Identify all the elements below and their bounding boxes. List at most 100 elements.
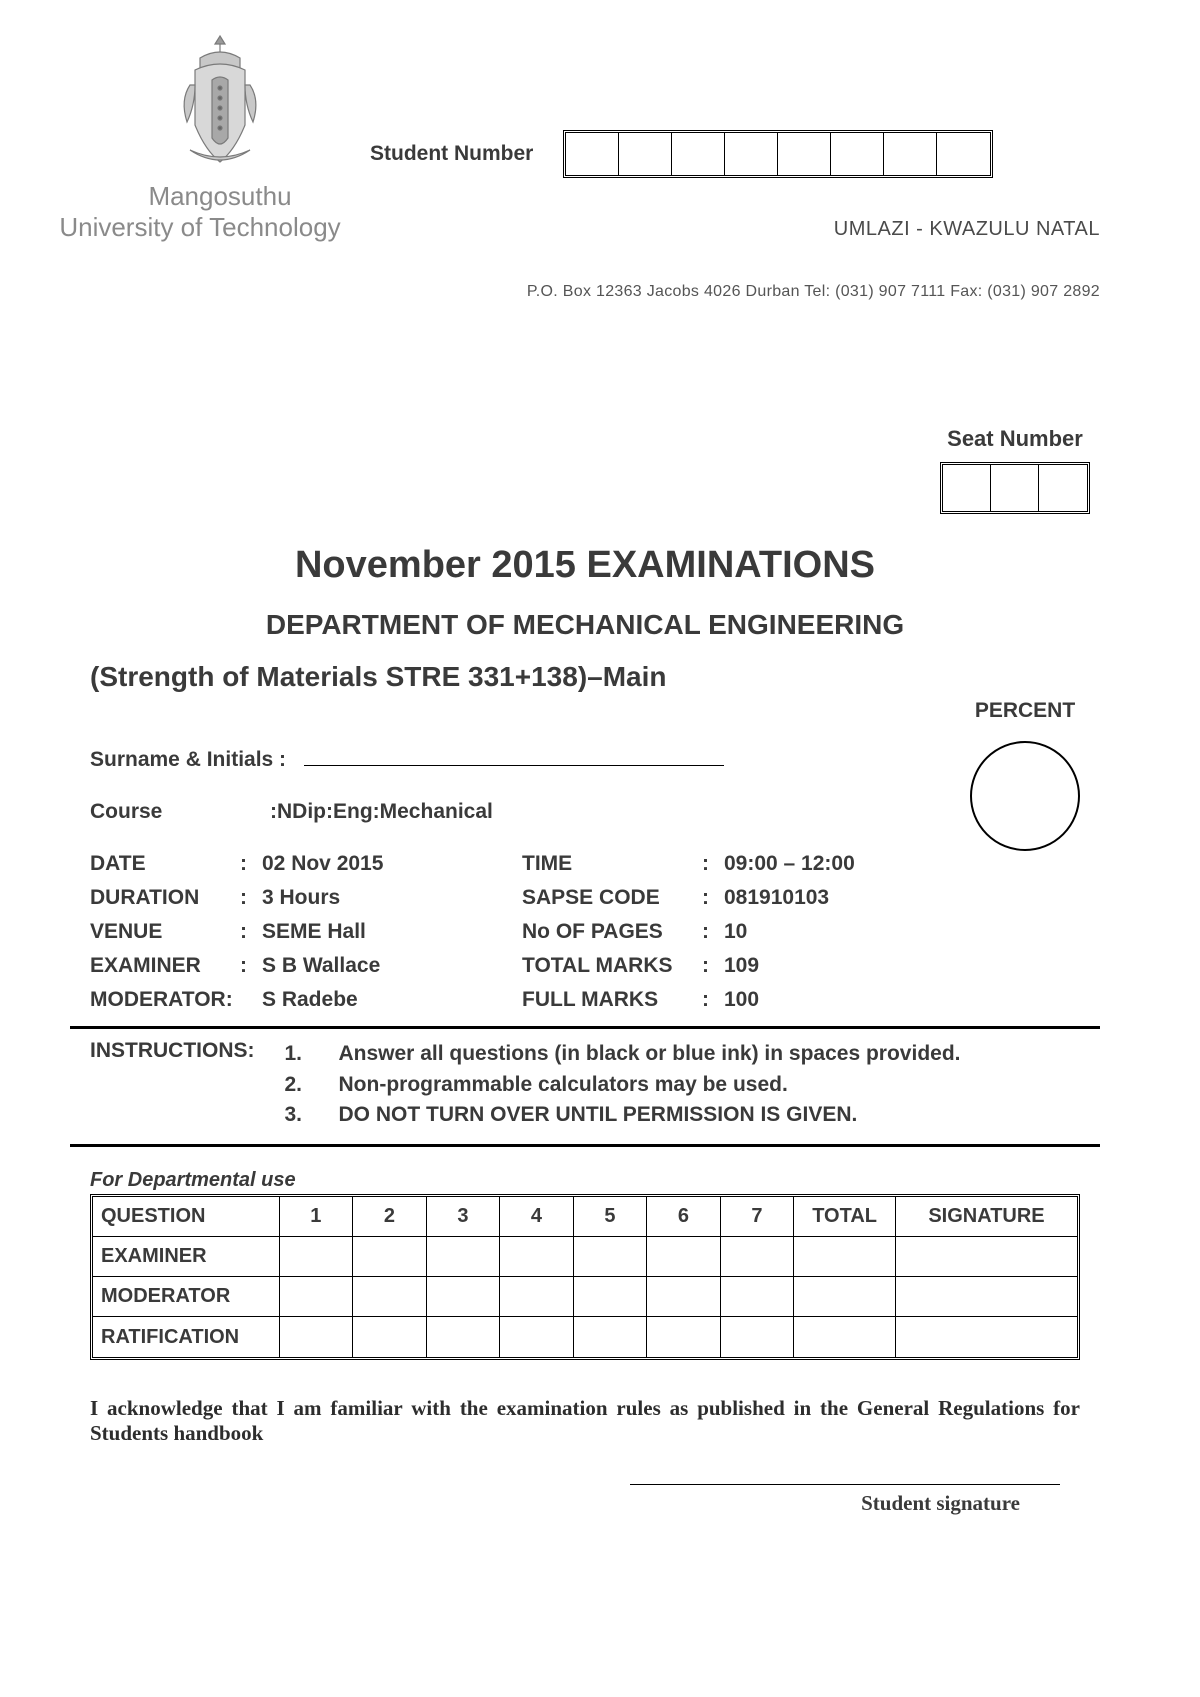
table-cell[interactable] bbox=[896, 1317, 1077, 1357]
detail-value: 02 Nov 2015 bbox=[262, 852, 522, 876]
title-block: November 2015 EXAMINATIONS DEPARTMENT OF… bbox=[70, 544, 1100, 641]
instruction-text: DO NOT TURN OVER UNTIL PERMISSION IS GIV… bbox=[339, 1100, 858, 1130]
table-cell[interactable] bbox=[721, 1277, 795, 1317]
detail-value: 109 bbox=[724, 954, 1100, 978]
student-number-cell[interactable] bbox=[884, 133, 937, 175]
table-cell[interactable] bbox=[794, 1317, 896, 1357]
course-label: Course bbox=[90, 800, 252, 824]
table-cell[interactable] bbox=[647, 1277, 721, 1317]
table-cell[interactable] bbox=[896, 1237, 1077, 1277]
detail-value: 10 bbox=[724, 920, 1100, 944]
table-cell[interactable] bbox=[500, 1277, 574, 1317]
marks-table: QUESTION1234567TOTALSIGNATUREEXAMINERMOD… bbox=[90, 1194, 1080, 1360]
surname-label: Surname & Initials : bbox=[90, 748, 286, 772]
detail-colon: : bbox=[702, 920, 724, 944]
student-number-label: Student Number bbox=[370, 142, 533, 166]
instruction-number: 1. bbox=[285, 1039, 309, 1069]
detail-label: EXAMINER bbox=[90, 954, 240, 978]
table-cell[interactable] bbox=[427, 1277, 501, 1317]
percent-block: PERCENT bbox=[970, 699, 1080, 851]
detail-value: S B Wallace bbox=[262, 954, 522, 978]
acknowledgement-text: I acknowledge that I am familiar with th… bbox=[90, 1396, 1080, 1446]
university-name-line1: Mangosuthu bbox=[70, 181, 370, 212]
table-cell[interactable] bbox=[574, 1237, 648, 1277]
student-number-row: Student Number bbox=[370, 130, 1100, 178]
signature-line[interactable] bbox=[630, 1484, 1060, 1485]
contact-text: P.O. Box 12363 Jacobs 4026 Durban Tel: (… bbox=[370, 283, 1100, 301]
table-cell[interactable] bbox=[794, 1237, 896, 1277]
detail-value: 3 Hours bbox=[262, 886, 522, 910]
seat-number-cell[interactable] bbox=[991, 465, 1039, 511]
seat-number-cell[interactable] bbox=[943, 465, 991, 511]
table-cell[interactable] bbox=[500, 1317, 574, 1357]
table-cell[interactable] bbox=[280, 1277, 354, 1317]
table-cell[interactable] bbox=[647, 1237, 721, 1277]
table-cell[interactable] bbox=[721, 1237, 795, 1277]
table-cell[interactable] bbox=[280, 1317, 354, 1357]
student-number-cell[interactable] bbox=[619, 133, 672, 175]
university-name-line2: University of Technology bbox=[30, 212, 370, 243]
seat-number-cell[interactable] bbox=[1039, 465, 1087, 511]
detail-colon: : bbox=[702, 988, 724, 1012]
detail-colon: : bbox=[702, 954, 724, 978]
details-grid: DATE:02 Nov 2015TIME:09:00 – 12:00DURATI… bbox=[90, 852, 1100, 1012]
table-row: EXAMINER bbox=[93, 1237, 1077, 1277]
university-crest-icon bbox=[165, 30, 275, 170]
table-cell[interactable] bbox=[794, 1277, 896, 1317]
student-number-cell[interactable] bbox=[778, 133, 831, 175]
table-header-cell: 1 bbox=[280, 1197, 354, 1237]
student-number-cell[interactable] bbox=[672, 133, 725, 175]
seat-number-boxes[interactable] bbox=[940, 462, 1090, 514]
table-cell[interactable] bbox=[574, 1277, 648, 1317]
department-title: DEPARTMENT OF MECHANICAL ENGINEERING bbox=[70, 609, 1100, 641]
student-number-cell[interactable] bbox=[937, 133, 990, 175]
percent-circle[interactable] bbox=[970, 741, 1080, 851]
table-cell[interactable] bbox=[427, 1237, 501, 1277]
table-header-cell: SIGNATURE bbox=[896, 1197, 1077, 1237]
table-cell[interactable] bbox=[500, 1237, 574, 1277]
table-cell[interactable] bbox=[353, 1237, 427, 1277]
table-row: MODERATOR bbox=[93, 1277, 1077, 1317]
table-header-cell: 2 bbox=[353, 1197, 427, 1237]
table-cell[interactable] bbox=[896, 1277, 1077, 1317]
table-cell[interactable] bbox=[427, 1317, 501, 1357]
instruction-item: 2. Non-programmable calculators may be us… bbox=[285, 1070, 961, 1100]
table-header-cell: 5 bbox=[574, 1197, 648, 1237]
table-header-cell: 3 bbox=[427, 1197, 501, 1237]
table-cell[interactable] bbox=[574, 1317, 648, 1357]
detail-colon: : bbox=[240, 886, 262, 910]
instruction-item: 1. Answer all questions (in black or blue… bbox=[285, 1039, 961, 1069]
table-header-row: QUESTION1234567TOTALSIGNATURE bbox=[93, 1197, 1077, 1237]
signature-label: Student signature bbox=[630, 1491, 1060, 1516]
table-header-cell: 7 bbox=[721, 1197, 795, 1237]
detail-label: No OF PAGES bbox=[522, 920, 702, 944]
exam-cover-page: Mangosuthu University of Technology Stud… bbox=[0, 0, 1200, 1697]
student-number-boxes[interactable] bbox=[563, 130, 993, 178]
table-cell[interactable] bbox=[280, 1237, 354, 1277]
instruction-text: Answer all questions (in black or blue i… bbox=[339, 1039, 961, 1069]
surname-input-line[interactable] bbox=[304, 743, 724, 766]
table-cell[interactable] bbox=[721, 1317, 795, 1357]
student-number-cell[interactable] bbox=[566, 133, 619, 175]
table-header-cell: 6 bbox=[647, 1197, 721, 1237]
course-row: Course :NDip:Eng:Mechanical bbox=[90, 800, 970, 824]
divider-2 bbox=[70, 1144, 1100, 1147]
student-number-cell[interactable] bbox=[725, 133, 778, 175]
surname-row: Surname & Initials : bbox=[90, 743, 970, 772]
detail-value: SEME Hall bbox=[262, 920, 522, 944]
location-text: UMLAZI - KWAZULU NATAL bbox=[370, 218, 1100, 241]
table-cell[interactable] bbox=[353, 1277, 427, 1317]
instructions-block: INSTRUCTIONS: 1. Answer all questions (in… bbox=[90, 1039, 1100, 1130]
detail-colon: : bbox=[702, 852, 724, 876]
instruction-number: 3. bbox=[285, 1100, 309, 1130]
instruction-text: Non-programmable calculators may be used… bbox=[339, 1070, 788, 1100]
info-block: Surname & Initials : Course :NDip:Eng:Me… bbox=[90, 743, 1100, 1012]
instructions-label: INSTRUCTIONS: bbox=[90, 1039, 255, 1130]
student-number-cell[interactable] bbox=[831, 133, 884, 175]
table-cell[interactable] bbox=[647, 1317, 721, 1357]
instruction-number: 2. bbox=[285, 1070, 309, 1100]
table-cell[interactable] bbox=[353, 1317, 427, 1357]
detail-label: FULL MARKS bbox=[522, 988, 702, 1012]
detail-label: DATE bbox=[90, 852, 240, 876]
detail-colon bbox=[240, 988, 262, 1012]
